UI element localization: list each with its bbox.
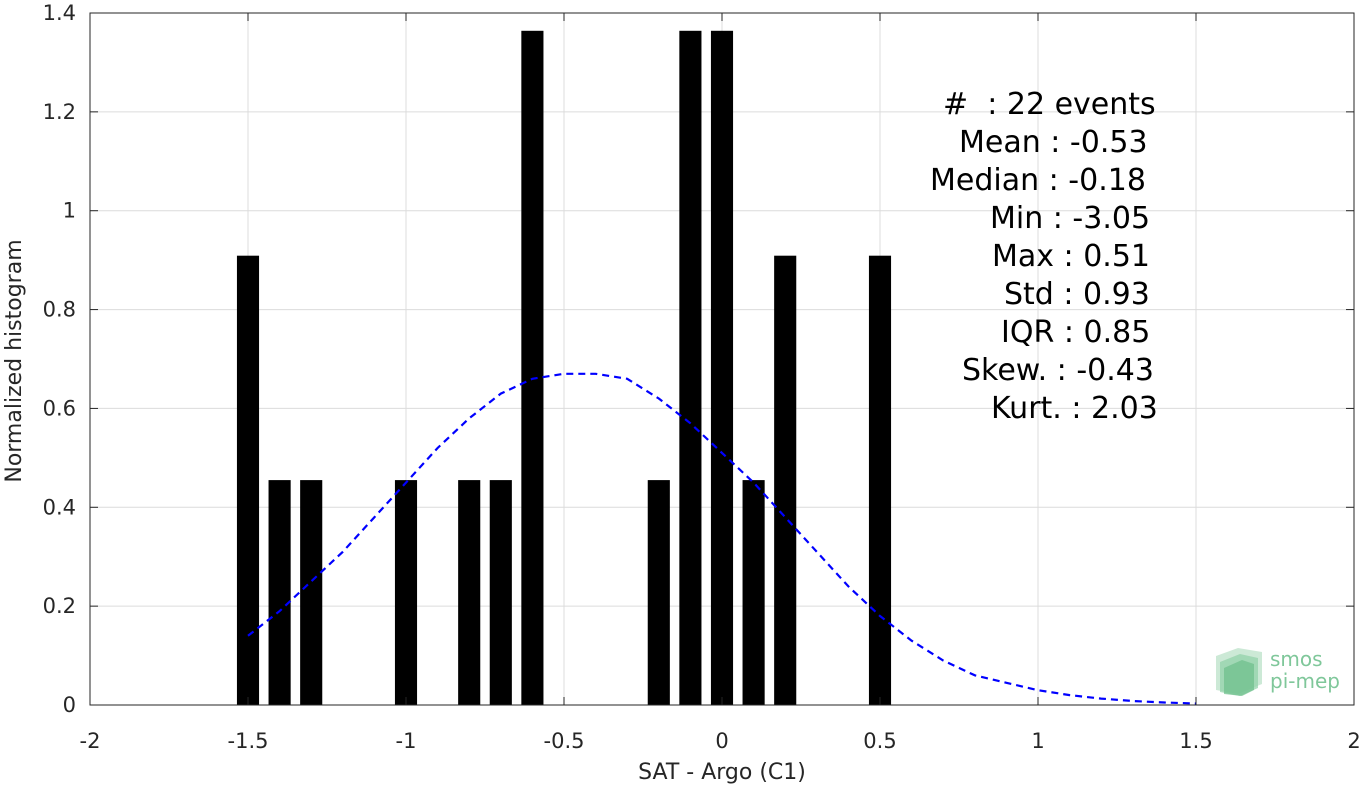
logo-text-line1: smos	[1270, 647, 1323, 671]
y-tick-label: 0.6	[43, 396, 76, 420]
stat-label: Median :	[930, 163, 1069, 198]
stat-iqr: IQR : 0.85	[905, 314, 1170, 352]
stat-label: Min :	[990, 201, 1073, 236]
y-tick-label: 0	[63, 693, 76, 717]
stat-label: Mean :	[959, 125, 1070, 160]
stat-kurt: Kurt. : 2.03	[905, 390, 1170, 428]
stat-label: # :	[943, 87, 1007, 122]
stat-label: Skew. :	[962, 353, 1077, 388]
histogram-bar	[300, 480, 323, 705]
x-tick-label: 0	[715, 729, 728, 753]
fit-curve-line	[247, 372, 1197, 705]
x-tick-label: -1.5	[228, 729, 269, 753]
stat-label: Std :	[1004, 277, 1084, 312]
histogram-bar	[710, 30, 734, 705]
x-tick-label: 1	[1031, 729, 1044, 753]
stat-max: Max : 0.51	[905, 238, 1170, 276]
smos-pimep-logo: smos pi-mep	[1212, 644, 1352, 700]
stat-label: Kurt. :	[991, 391, 1092, 426]
histogram-bar	[647, 480, 670, 705]
stat-label: Max :	[992, 239, 1084, 274]
histogram-bars	[236, 30, 892, 706]
x-tick-label: -1	[396, 729, 417, 753]
y-tick-label: 0.8	[43, 298, 76, 322]
histogram-bar	[394, 480, 418, 705]
x-tick-label: 2	[1347, 729, 1360, 753]
y-tick-label: 0.4	[43, 495, 76, 519]
stat-count: # : 22 events	[905, 86, 1170, 124]
y-tick-label: 1.2	[43, 100, 76, 124]
x-tick-label: -0.5	[544, 729, 585, 753]
stat-value: 0.85	[1083, 315, 1151, 350]
logo-waves-icon	[1216, 648, 1262, 696]
histogram-bar	[742, 480, 765, 705]
y-tick-label: 1.4	[43, 1, 76, 25]
stat-skew: Skew. : -0.43	[905, 352, 1170, 390]
y-tick-label: 0.2	[43, 594, 76, 618]
stat-value: -3.05	[1072, 201, 1151, 236]
histogram-bar	[679, 30, 702, 705]
histogram-bar	[458, 480, 481, 705]
stat-value: 2.03	[1091, 391, 1158, 426]
stat-value: -0.18	[1068, 163, 1146, 198]
stat-std: Std : 0.93	[905, 276, 1170, 314]
histogram-bar	[236, 255, 260, 706]
stat-min: Min : -3.05	[905, 200, 1170, 238]
x-tick-label: 0.5	[863, 729, 896, 753]
x-axis-title: SAT - Argo (C1)	[638, 760, 806, 785]
x-tick-label: 1.5	[1179, 729, 1212, 753]
stat-value: 22 events	[1006, 87, 1156, 122]
histogram-bar	[774, 255, 797, 706]
stat-value: -0.53	[1069, 125, 1148, 160]
x-tick-label: -2	[80, 729, 101, 753]
y-axis-title: Normalized histogram	[2, 239, 27, 482]
normal-fit-curve	[247, 372, 1197, 705]
stat-value: 0.51	[1083, 239, 1150, 274]
stat-median: Median : -0.18	[905, 162, 1170, 200]
stat-value: 0.93	[1083, 277, 1150, 312]
stat-mean: Mean : -0.53	[905, 124, 1170, 162]
statistics-box: # : 22 events Mean : -0.53 Median : -0.1…	[905, 86, 1170, 428]
stat-label: IQR :	[1001, 315, 1084, 350]
logo-text-line2: pi-mep	[1270, 669, 1340, 693]
histogram-bar	[521, 30, 544, 705]
x-axis-ticks: -2 -1.5 -1 -0.5 0 0.5 1 1.5 2	[80, 13, 1361, 753]
histogram-bar	[268, 480, 291, 705]
histogram-bar	[868, 255, 892, 706]
stat-value: -0.43	[1076, 353, 1154, 388]
y-tick-label: 1	[63, 199, 76, 223]
y-axis-ticks: 0 0.2 0.4 0.6 0.8 1 1.2 1.4	[43, 1, 1354, 717]
histogram-bar	[489, 480, 512, 705]
